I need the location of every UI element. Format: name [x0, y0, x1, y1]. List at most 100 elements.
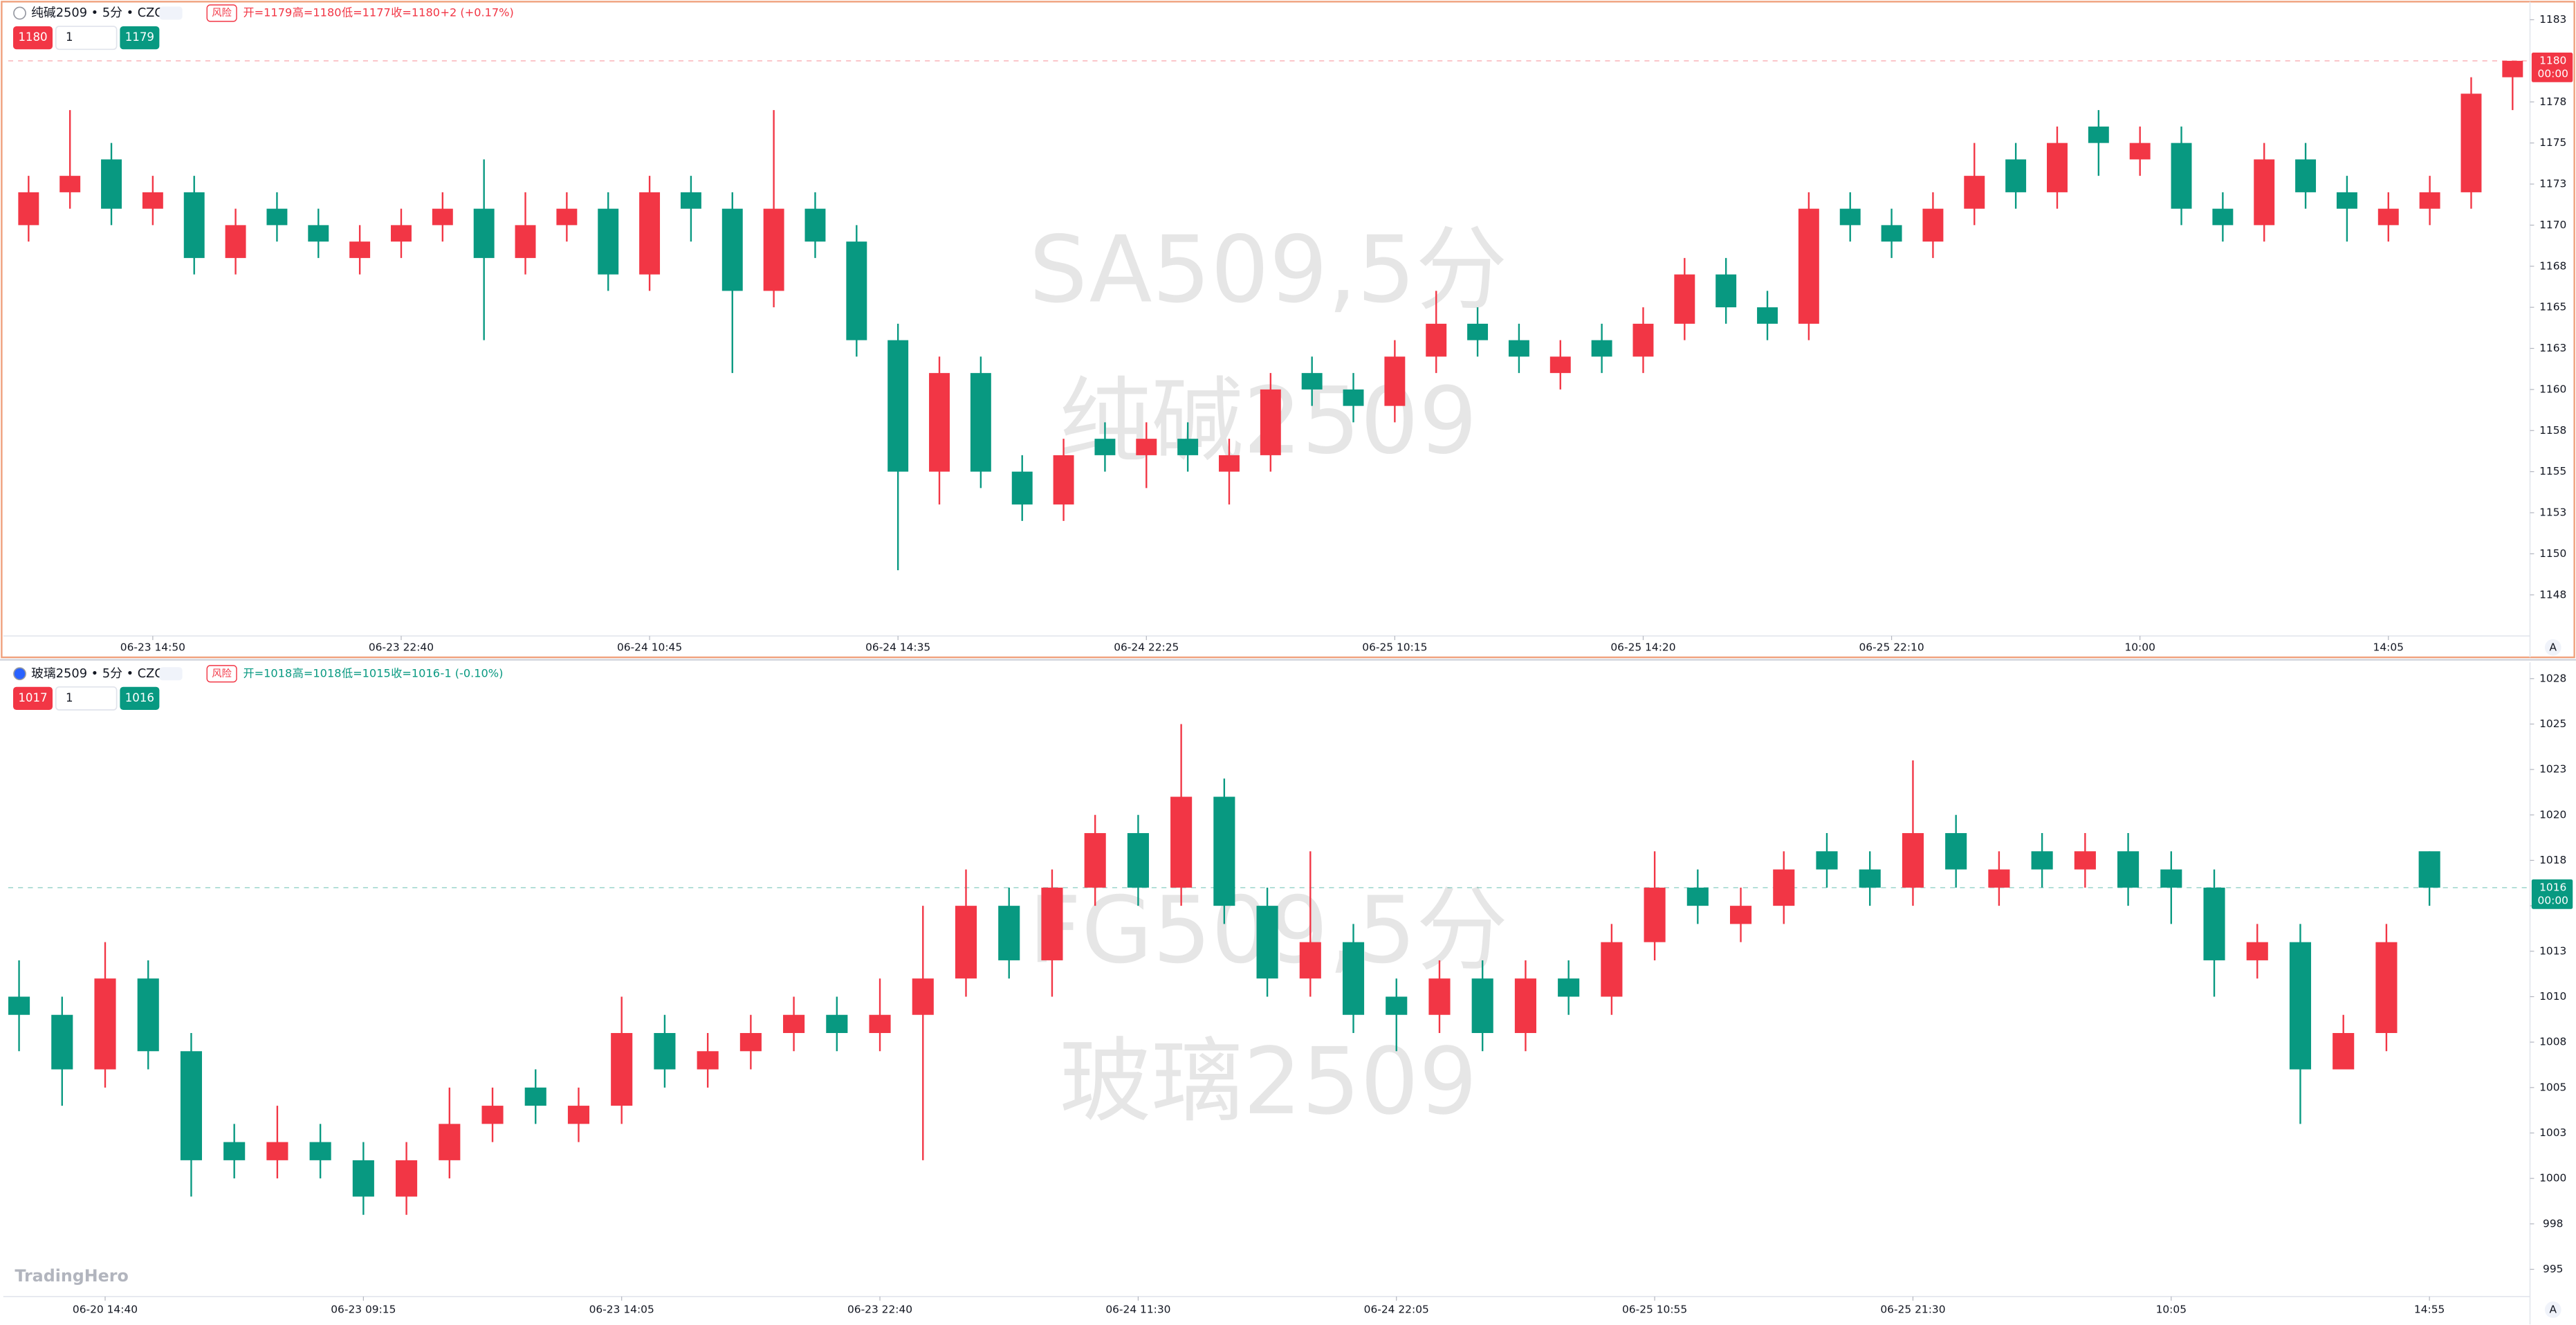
candle-body — [266, 208, 288, 226]
candle-body — [142, 192, 163, 209]
auto-scale-button[interactable] — [2544, 639, 2561, 656]
candle-body — [1170, 796, 1193, 888]
candle-body — [1213, 796, 1235, 906]
sell-button[interactable] — [13, 686, 53, 711]
candle-body — [2005, 159, 2027, 192]
candle-body — [101, 159, 122, 209]
candle-body — [556, 208, 578, 226]
candle-body — [2171, 143, 2192, 209]
candle-body — [515, 225, 536, 258]
candle-body — [639, 192, 661, 275]
auto-scale-label: A — [2549, 1303, 2557, 1315]
candle-body — [1549, 356, 1571, 374]
x-tick-label: 06-25 22:10 — [1859, 641, 1924, 653]
candle-body — [654, 1033, 676, 1070]
y-tick-label: 1178 — [2539, 95, 2566, 108]
buy-button[interactable] — [120, 26, 160, 50]
symbol-title: 玻璃2509 • 5分 • CZC — [31, 666, 163, 681]
candle-body — [439, 1124, 461, 1160]
y-tick-label: 1183 — [2539, 13, 2566, 26]
y-tick-label: 1003 — [2539, 1126, 2566, 1139]
candle-body — [8, 996, 30, 1015]
candle-body — [1136, 439, 1157, 455]
x-tick-label: 06-23 14:50 — [120, 641, 185, 653]
x-tick-label: 06-23 22:40 — [847, 1303, 912, 1315]
candle-body — [567, 1106, 590, 1124]
candle-body — [1988, 869, 2010, 888]
ohlc-change: -1 (-0.10%) — [441, 666, 504, 679]
sell-price: 1180 — [18, 30, 47, 44]
x-tick-label: 06-25 14:20 — [1610, 641, 1675, 653]
candle-body — [2377, 208, 2399, 226]
x-tick-label: 10:05 — [2156, 1303, 2187, 1315]
candle-body — [1219, 455, 1240, 472]
candle-body — [183, 192, 205, 258]
candle-body — [1299, 942, 1321, 979]
candle-body — [1715, 274, 1737, 308]
candle-body — [721, 208, 743, 291]
last-price-tag — [2531, 53, 2573, 82]
x-tick-label: 06-24 14:35 — [865, 641, 930, 653]
sell-button[interactable] — [13, 26, 53, 50]
auto-scale-button[interactable] — [2544, 1301, 2561, 1318]
candle-body — [1094, 439, 1116, 455]
toolbar-button[interactable] — [159, 667, 183, 681]
candle-body — [524, 1087, 546, 1106]
candle-body — [739, 1033, 762, 1052]
ohlc-low: 低=1177 — [342, 6, 391, 19]
y-tick-label: 1170 — [2539, 219, 2566, 231]
candle-body — [18, 192, 39, 226]
y-tick-label: 1163 — [2539, 342, 2566, 354]
candle-body — [970, 373, 991, 472]
candle-body — [1053, 455, 1074, 505]
candle-body — [2129, 143, 2151, 160]
candle-body — [611, 1033, 633, 1106]
y-tick-label: 1028 — [2539, 672, 2566, 684]
candle-body — [2375, 942, 2398, 1034]
candle-body — [1084, 833, 1106, 888]
ohlc-open: 开=1018 — [243, 666, 293, 679]
buy-button[interactable] — [120, 686, 160, 711]
candle-body — [2031, 851, 2053, 870]
risk-label: 风险 — [212, 668, 232, 679]
candle-body — [998, 906, 1020, 960]
candle-body — [2295, 159, 2317, 192]
x-tick-label: 06-23 22:40 — [369, 641, 434, 653]
candle-body — [2088, 126, 2109, 143]
y-tick-label: 1155 — [2539, 465, 2566, 477]
quantity-input[interactable] — [55, 686, 118, 711]
candle-body — [1922, 208, 1944, 242]
candle-body — [2289, 942, 2312, 1070]
candle-body — [349, 241, 371, 258]
y-tick-label: 1173 — [2539, 178, 2566, 190]
candle-body — [2160, 869, 2182, 888]
candle-body — [2254, 159, 2275, 226]
candle-body — [697, 1051, 719, 1070]
last-price-time: 00:00 — [2538, 67, 2568, 80]
candle-body — [51, 1014, 73, 1070]
symbol-icon — [13, 6, 26, 20]
toolbar-button[interactable] — [159, 6, 183, 20]
quantity-input[interactable] — [55, 26, 118, 51]
ohlc-open: 开=1179 — [243, 6, 293, 19]
candle-body — [929, 373, 950, 472]
candle-body — [1902, 833, 1924, 888]
symbol-title: 纯碱2509 • 5分 • CZC — [31, 6, 163, 20]
y-tick-label: 1008 — [2539, 1036, 2566, 1048]
candle-body — [1041, 887, 1063, 960]
x-tick-label: 06-24 22:25 — [1114, 641, 1179, 653]
candle-body — [2203, 887, 2225, 960]
candle-body — [763, 208, 784, 291]
y-tick-label: 1150 — [2539, 547, 2566, 560]
candle-body — [1177, 439, 1199, 455]
candle-body — [59, 176, 81, 192]
candle-body — [309, 1142, 331, 1160]
candle-body — [1964, 176, 1985, 209]
x-tick-label: 06-25 21:30 — [1880, 1303, 1945, 1315]
y-tick-label: 1023 — [2539, 763, 2566, 776]
candle-body — [352, 1160, 374, 1197]
symbol-icon — [13, 667, 26, 681]
y-tick-label: 1165 — [2539, 301, 2566, 313]
candle-body — [1839, 208, 1861, 226]
